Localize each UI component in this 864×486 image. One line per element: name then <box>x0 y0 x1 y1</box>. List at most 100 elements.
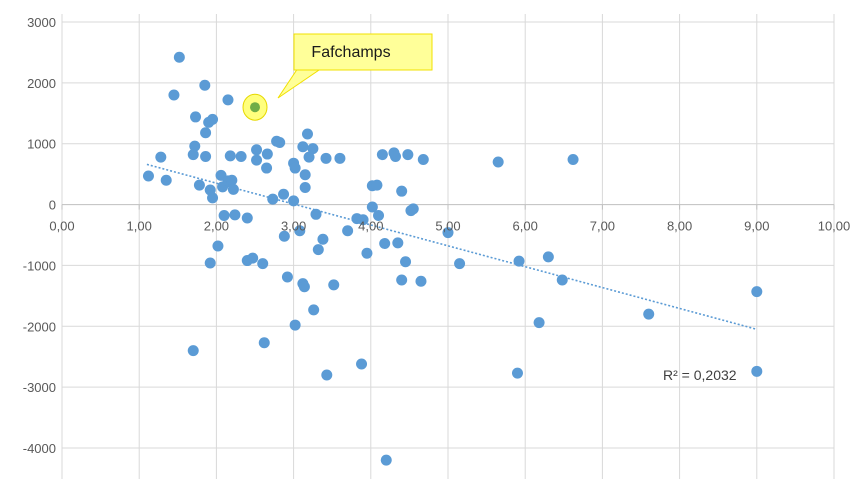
data-point <box>373 210 385 222</box>
data-point <box>160 174 172 186</box>
data-point <box>392 237 404 249</box>
callout-box <box>293 33 433 71</box>
annotations: R² = 0,2032 Fafchamps <box>277 33 737 383</box>
x-tick-label: 10,00 <box>818 219 851 234</box>
data-point <box>454 258 466 270</box>
data-point <box>371 179 383 191</box>
data-point <box>261 148 273 160</box>
data-point <box>288 195 300 207</box>
data-point <box>251 154 263 166</box>
data-point <box>251 144 263 156</box>
data-point <box>415 275 427 287</box>
data-point <box>200 150 212 162</box>
y-tick-label: -4000 <box>23 441 56 456</box>
data-point <box>299 182 311 194</box>
data-point <box>342 225 354 237</box>
data-point <box>155 151 167 163</box>
data-point <box>334 152 346 164</box>
axes <box>61 204 835 210</box>
data-point <box>400 256 412 268</box>
data-point <box>396 274 408 286</box>
data-point <box>294 225 306 237</box>
y-tick-label: -1000 <box>23 258 56 273</box>
r-squared-label: R² = 0,2032 <box>663 367 737 383</box>
highlight-layer <box>242 93 268 121</box>
y-tick-label: 3000 <box>27 15 56 30</box>
highlight-point <box>250 102 260 113</box>
data-point <box>235 150 247 162</box>
data-point <box>267 193 279 205</box>
data-points <box>142 51 763 466</box>
data-point <box>224 150 236 162</box>
data-point <box>227 183 239 195</box>
data-point <box>303 151 315 163</box>
data-point <box>513 255 525 267</box>
data-point <box>533 317 545 329</box>
data-point <box>142 170 154 182</box>
data-point <box>312 244 324 256</box>
x-tick-label: 9,00 <box>744 219 769 234</box>
data-point <box>442 227 454 239</box>
data-point <box>361 247 373 259</box>
data-point <box>511 367 523 379</box>
x-tick-label: 8,00 <box>667 219 692 234</box>
data-point <box>281 271 293 283</box>
data-point <box>380 454 392 466</box>
y-tick-label: -2000 <box>23 319 56 334</box>
data-point <box>556 274 568 286</box>
data-point <box>212 240 224 252</box>
data-point <box>320 152 332 164</box>
data-point <box>307 143 319 155</box>
data-point <box>222 94 234 106</box>
data-point <box>190 111 202 123</box>
data-point <box>751 286 763 298</box>
data-point <box>390 150 402 162</box>
data-point <box>289 319 301 331</box>
data-point <box>310 208 322 220</box>
data-point <box>187 345 199 357</box>
x-tick-label: 5,00 <box>435 219 460 234</box>
data-point <box>357 214 369 226</box>
data-point <box>278 188 290 200</box>
tick-labels: 3000 2000 1000 0 -1000 -2000 -3000 -4000 0,00 1,0… <box>23 15 851 456</box>
data-point <box>492 156 504 168</box>
data-point <box>199 79 211 91</box>
x-tick-label: 0,00 <box>49 219 74 234</box>
data-point <box>207 192 219 204</box>
data-point <box>168 89 180 101</box>
data-point <box>247 252 259 264</box>
x-tick-label: 3,00 <box>281 219 306 234</box>
data-point <box>298 281 310 293</box>
data-point <box>193 179 205 191</box>
data-point <box>189 140 201 152</box>
data-point <box>379 238 391 250</box>
data-point <box>257 258 269 270</box>
data-point <box>204 257 216 269</box>
data-point <box>356 358 368 370</box>
data-point <box>328 279 340 291</box>
x-tick-label: 6,00 <box>513 219 538 234</box>
data-point <box>173 51 185 63</box>
x-tick-label: 1,00 <box>127 219 152 234</box>
data-point <box>321 369 333 381</box>
trendline-layer <box>146 163 758 331</box>
data-point <box>299 169 311 181</box>
data-point <box>261 162 273 174</box>
data-point <box>567 154 579 166</box>
data-point <box>376 149 388 161</box>
data-point <box>274 136 286 148</box>
x-tick-label: 2,00 <box>204 219 229 234</box>
data-point <box>751 365 763 377</box>
data-point <box>417 154 429 166</box>
y-tick-label: 0 <box>49 198 56 213</box>
x-tick-label: 7,00 <box>590 219 615 234</box>
data-point <box>226 174 238 186</box>
data-point <box>317 233 329 245</box>
y-tick-label: 2000 <box>27 76 56 91</box>
data-point <box>289 162 301 174</box>
data-point <box>542 251 554 263</box>
y-tick-label: -3000 <box>23 380 56 395</box>
data-point <box>402 149 414 161</box>
